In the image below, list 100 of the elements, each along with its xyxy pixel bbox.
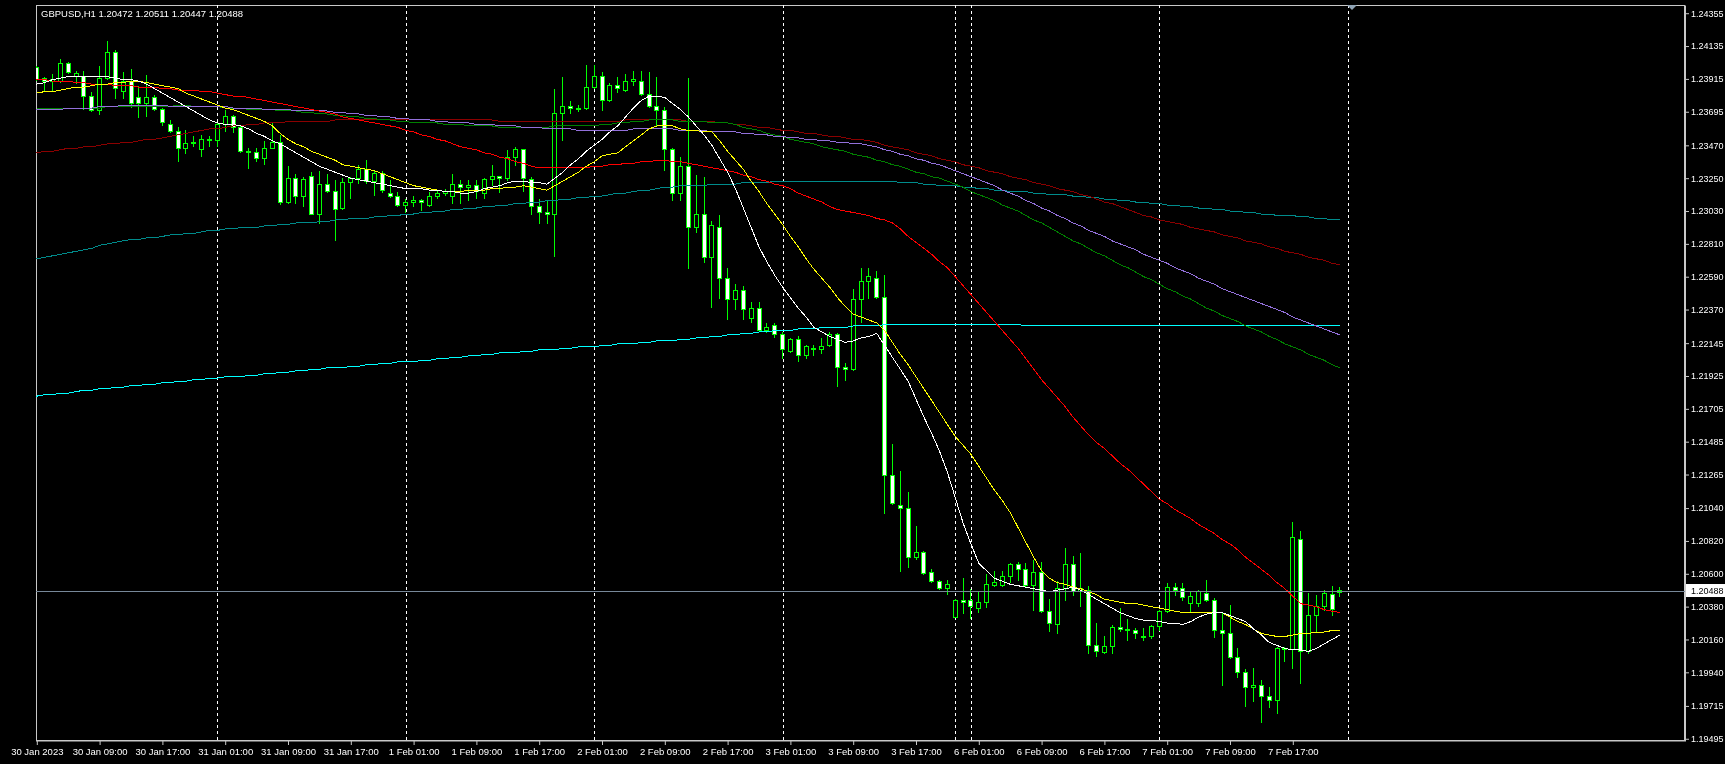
- y-tick-label: 1.20820: [1691, 536, 1724, 547]
- y-tick-label: 1.23915: [1691, 74, 1724, 85]
- candlestick: [65, 61, 71, 75]
- candlestick: [748, 301, 754, 324]
- candlestick: [403, 198, 409, 214]
- x-tick-label: 7 Feb 17:00: [1267, 745, 1319, 757]
- candlestick: [591, 64, 597, 90]
- candlestick: [246, 147, 252, 170]
- candlestick: [1243, 668, 1249, 708]
- candlestick: [1094, 622, 1100, 658]
- candlestick: [528, 176, 534, 216]
- candlestick: [238, 125, 244, 154]
- candlestick: [136, 85, 142, 119]
- y-tick-label: 1.23695: [1691, 107, 1724, 118]
- x-tick-label: 31 Jan 09:00: [261, 745, 316, 757]
- candlestick: [575, 104, 581, 113]
- candlestick: [1235, 647, 1241, 679]
- candlestick: [167, 119, 173, 134]
- candlestick: [709, 220, 715, 309]
- candlestick: [324, 173, 330, 194]
- candlestick: [976, 591, 982, 614]
- candlestick: [293, 173, 299, 205]
- candlestick: [670, 147, 676, 202]
- candlestick: [1203, 579, 1209, 603]
- candlestick: [356, 164, 362, 185]
- candlestick: [638, 70, 644, 97]
- y-tick-label: 1.22590: [1691, 272, 1724, 283]
- y-tick-label: 1.20600: [1691, 569, 1724, 580]
- x-tick-label: 1 Feb 17:00: [514, 745, 566, 757]
- candlestick: [717, 215, 723, 300]
- candlestick: [364, 159, 369, 185]
- candlestick: [1101, 636, 1107, 655]
- candlestick: [426, 191, 432, 208]
- candlestick: [1266, 686, 1272, 709]
- candlestick: [937, 579, 943, 591]
- candlestick: [701, 176, 707, 264]
- candlestick: [1015, 561, 1021, 582]
- candlestick: [450, 173, 456, 205]
- candlestick: [159, 107, 165, 127]
- candlestick: [772, 322, 778, 339]
- candlestick: [960, 577, 966, 615]
- candlestick: [395, 191, 401, 208]
- x-tick-label: 3 Feb 01:00: [765, 745, 817, 757]
- ref-line-label: 1.20488: [1691, 585, 1724, 596]
- candlestick: [1290, 521, 1296, 670]
- candlestick: [104, 40, 110, 81]
- y-tick-label: 1.22370: [1691, 304, 1724, 315]
- candlestick: [678, 156, 683, 202]
- candlestick: [489, 164, 495, 187]
- candlestick: [1196, 589, 1202, 608]
- y-tick-label: 1.21705: [1691, 404, 1724, 415]
- candlestick: [921, 550, 927, 576]
- candlestick: [992, 570, 997, 588]
- candlestick: [725, 267, 731, 321]
- candlestick: [787, 337, 793, 354]
- candlestick: [607, 82, 613, 103]
- candlestick: [1125, 618, 1131, 642]
- candlestick: [387, 179, 393, 199]
- candlestick: [1329, 585, 1335, 617]
- candlestick: [1251, 667, 1257, 703]
- candlestick: [756, 301, 762, 333]
- x-tick-label: 6 Feb 17:00: [1079, 745, 1131, 757]
- candlestick: [732, 283, 738, 311]
- x-tick-label: 1 Feb 09:00: [451, 745, 503, 757]
- candlestick: [623, 73, 629, 93]
- candlestick: [277, 134, 283, 206]
- candlestick: [199, 134, 205, 158]
- candlestick: [819, 337, 825, 355]
- candlestick: [505, 149, 511, 182]
- candlestick: [1109, 624, 1115, 655]
- candlestick: [497, 176, 503, 194]
- candlestick: [693, 174, 699, 234]
- y-tick-label: 1.23030: [1691, 206, 1724, 217]
- candlestick: [1164, 582, 1170, 614]
- candlestick: [913, 525, 919, 561]
- candlestick: [1149, 624, 1154, 640]
- candlestick: [144, 74, 150, 118]
- candlestick: [866, 267, 872, 300]
- candlestick: [340, 177, 346, 211]
- candlestick: [764, 322, 770, 334]
- candlestick: [285, 165, 291, 205]
- candlestick: [1007, 562, 1013, 584]
- line-series: [36, 323, 1341, 397]
- candlestick: [1306, 592, 1311, 655]
- candlestick: [568, 100, 574, 115]
- y-tick-label: 1.23470: [1691, 140, 1724, 151]
- x-tick-label: 3 Feb 17:00: [891, 745, 942, 757]
- line-series: [36, 119, 1341, 266]
- x-tick-label: 30 Jan 2023: [11, 745, 64, 757]
- y-tick-label: 1.21040: [1691, 503, 1724, 514]
- candlestick: [544, 200, 550, 225]
- y-tick-label: 1.21925: [1691, 371, 1724, 382]
- candlestick: [811, 344, 817, 357]
- y-tick-label: 1.21265: [1691, 469, 1724, 480]
- candlestick: [944, 579, 950, 596]
- candlestick: [214, 122, 220, 148]
- x-tick-label: 30 Jan 17:00: [135, 745, 191, 757]
- candlestick: [1133, 627, 1139, 640]
- candlestick: [1211, 597, 1217, 639]
- candlestick: [191, 135, 197, 148]
